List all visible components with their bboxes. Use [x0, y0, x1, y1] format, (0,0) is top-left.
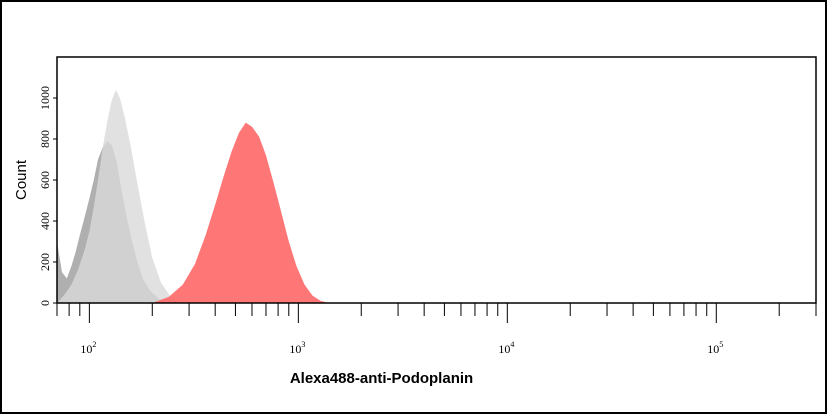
x-tick-label: 103: [289, 340, 305, 356]
plot-area: [57, 57, 816, 303]
x-tick-label: 104: [498, 340, 514, 356]
y-axis-label: Count: [13, 159, 30, 200]
y-tick-label: 600: [38, 171, 52, 189]
series-layer: [57, 89, 329, 303]
series-area-3: [152, 122, 329, 303]
x-ticks: 102 103 104 105: [56, 303, 817, 356]
x-axis-label: Alexa488-anti-Podoplanin: [290, 370, 473, 387]
y-tick-label: 200: [38, 253, 52, 271]
y-ticks: 0 200 400 600 800 1000: [38, 86, 57, 306]
y-tick-label: 0: [38, 300, 52, 306]
y-tick-label: 1000: [38, 86, 52, 110]
y-tick-label: 800: [38, 130, 52, 148]
series-area-2: [57, 89, 180, 303]
x-tick-label: 105: [707, 340, 723, 356]
y-tick-label: 400: [38, 212, 52, 230]
x-tick-label: 102: [80, 340, 96, 356]
